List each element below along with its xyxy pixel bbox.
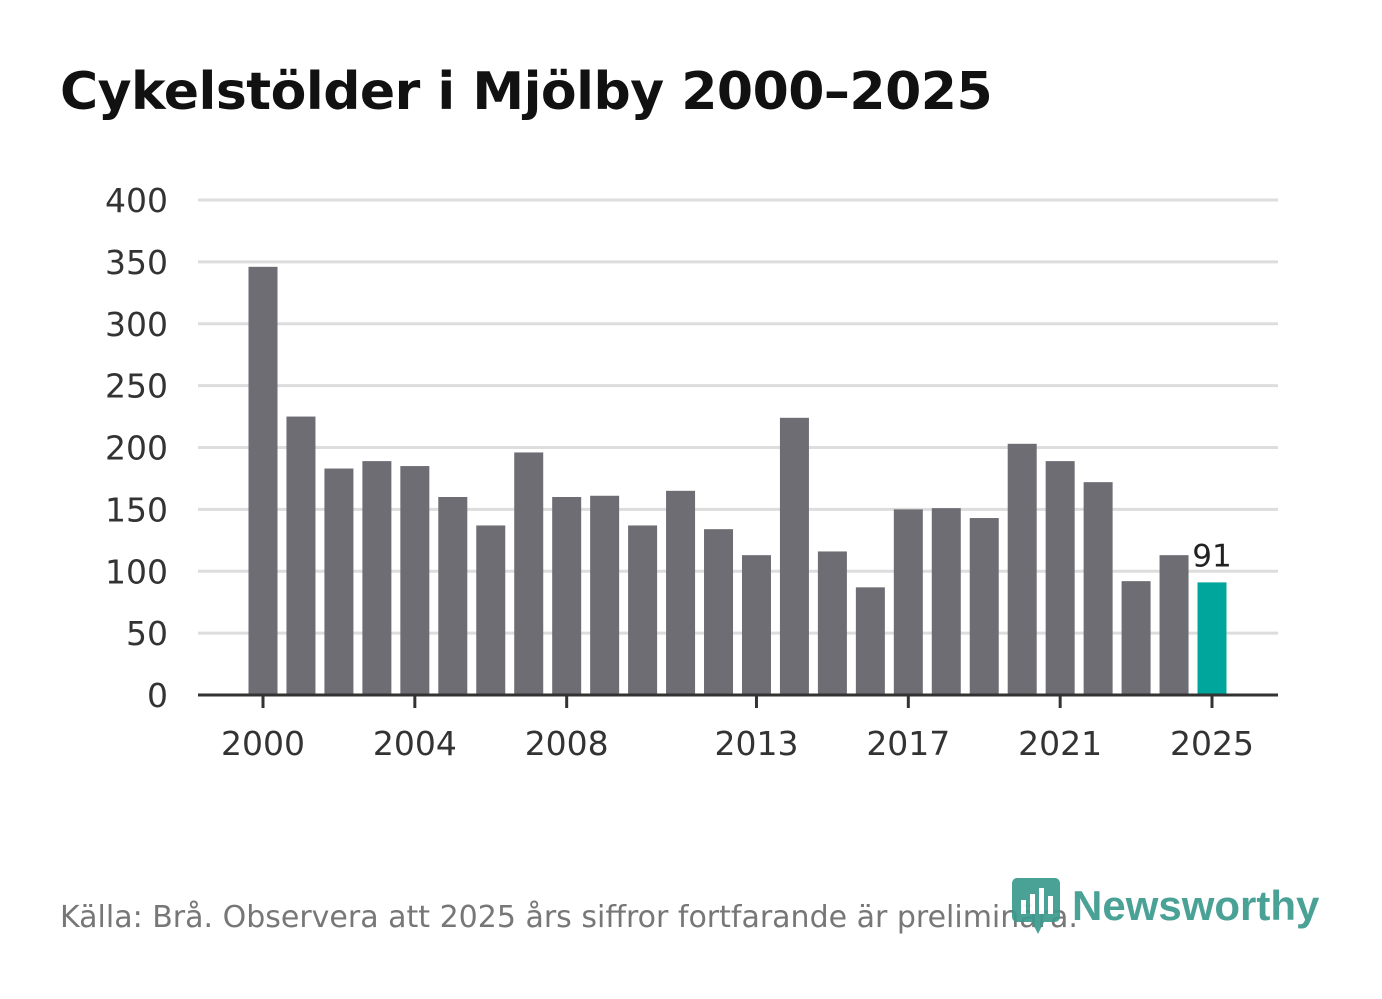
bar-2008 xyxy=(552,497,582,695)
bar-2022 xyxy=(1083,482,1113,695)
x-axis-ticks: 2000 2004 2008 2013 2017 2021 2025 xyxy=(198,693,1278,763)
bar-2024 xyxy=(1159,555,1189,695)
bar-2011 xyxy=(666,490,696,695)
y-tick-label: 100 xyxy=(105,552,168,591)
bar-2023 xyxy=(1121,581,1151,695)
annotations: 91 xyxy=(1192,538,1231,574)
y-tick-label: 0 xyxy=(147,676,168,715)
bar-2018 xyxy=(931,508,961,695)
y-axis-ticks: 0 50 100 150 200 250 300 350 400 xyxy=(105,181,168,715)
bar-2015 xyxy=(817,551,847,695)
brand-name: Newsworthy xyxy=(1072,882,1320,929)
data-label-2025: 91 xyxy=(1192,538,1231,574)
bar-2007 xyxy=(514,452,544,695)
bar-2020 xyxy=(1007,443,1037,695)
newsworthy-logo-icon xyxy=(1012,878,1060,934)
brand-logo: Newsworthy xyxy=(1010,876,1319,936)
bar-2012 xyxy=(704,529,734,695)
y-tick-label: 50 xyxy=(126,614,168,653)
bar-2004 xyxy=(400,466,430,695)
x-tick-label: 2013 xyxy=(714,724,798,763)
bar-2016 xyxy=(855,587,885,695)
bar-2010 xyxy=(628,525,658,695)
bar-2001 xyxy=(286,416,316,695)
x-tick-label: 2004 xyxy=(373,724,457,763)
chart-title: Cykelstölder i Mjölby 2000–2025 xyxy=(60,62,993,122)
grid-lines xyxy=(198,198,1278,635)
bar-2017 xyxy=(893,509,923,695)
bar-2000 xyxy=(248,266,278,695)
source-note: Källa: Brå. Observera att 2025 års siffr… xyxy=(60,900,1078,935)
bar-2006 xyxy=(476,525,506,695)
y-tick-label: 150 xyxy=(105,490,168,529)
bar-2009 xyxy=(590,495,620,695)
y-tick-label: 400 xyxy=(105,181,168,220)
bar-2003 xyxy=(362,461,392,695)
bar-2013 xyxy=(741,555,771,695)
y-tick-label: 300 xyxy=(105,305,168,344)
bar-2005 xyxy=(438,497,468,695)
bars xyxy=(248,266,1227,695)
bar-2014 xyxy=(779,417,809,695)
x-tick-label: 2017 xyxy=(866,724,950,763)
bar-2019 xyxy=(969,518,999,695)
x-tick-label: 2025 xyxy=(1170,724,1254,763)
bar-2025 xyxy=(1197,582,1227,695)
bar-2002 xyxy=(324,468,354,695)
x-tick-label: 2021 xyxy=(1018,724,1102,763)
y-tick-label: 350 xyxy=(105,243,168,282)
y-tick-label: 250 xyxy=(105,367,168,406)
bar-2021 xyxy=(1045,461,1075,695)
y-tick-label: 200 xyxy=(105,429,168,468)
x-tick-label: 2008 xyxy=(525,724,609,763)
x-tick-label: 2000 xyxy=(221,724,305,763)
